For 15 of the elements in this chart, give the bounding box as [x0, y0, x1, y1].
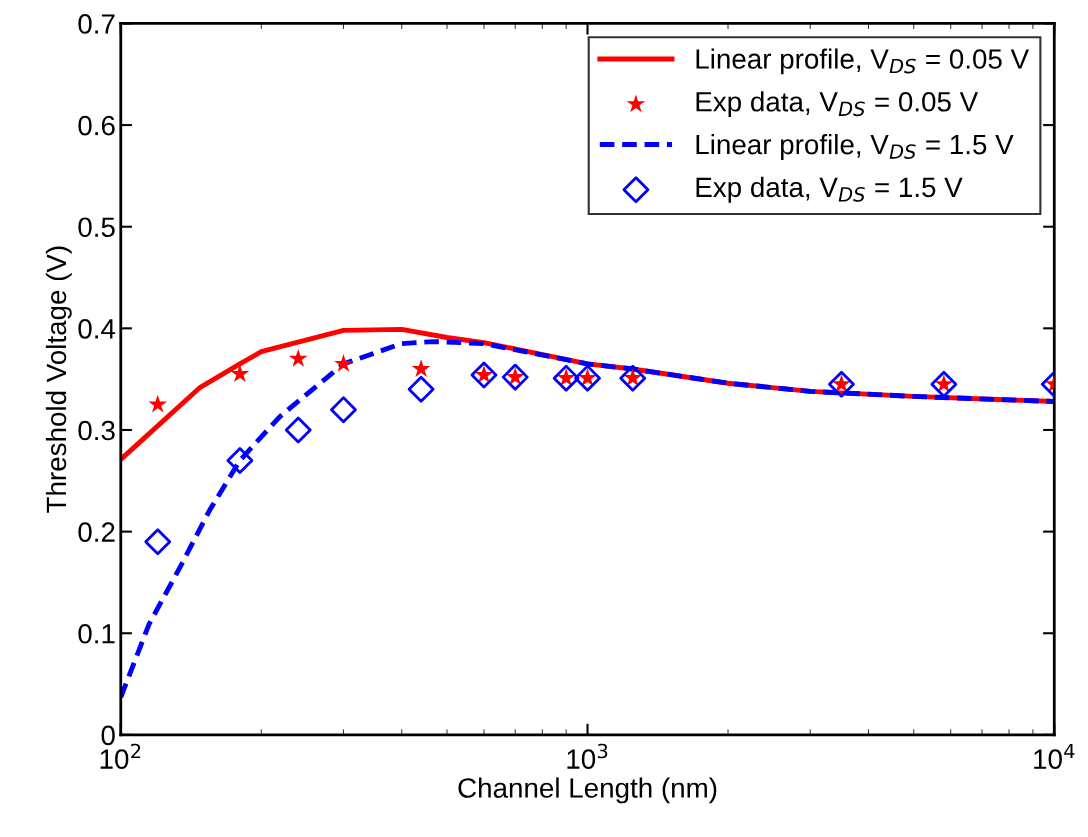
y-axis-title: Threshold Voltage (V) [45, 246, 72, 513]
legend-label: Exp data, V$_{DS}$ = 0.05 V [696, 91, 979, 118]
legend-label: Linear profile, V$_{DS}$ = 0.05 V [696, 48, 1030, 75]
legend-label: Exp data, V$_{DS}$ = 1.5 V [696, 176, 963, 203]
y-tick-label: 0.3 [78, 420, 115, 441]
y-tick-label: 0.4 [78, 319, 116, 339]
y-tick-label: 0.7 [78, 14, 115, 34]
legend-label: Linear profile, V$_{DS}$ = 1.5 V [696, 133, 1014, 160]
x-tick-label: 10$^{3}$ [567, 743, 608, 769]
x-axis-title: Channel Length (nm) [458, 777, 717, 804]
y-tick-label: 0.6 [78, 115, 115, 136]
y-tick-label: 0.5 [78, 217, 115, 238]
y-tick-label: 0.2 [78, 522, 115, 542]
x-tick-label: 10$^{4}$ [1034, 743, 1075, 769]
y-tick-label: 0.1 [78, 623, 115, 644]
